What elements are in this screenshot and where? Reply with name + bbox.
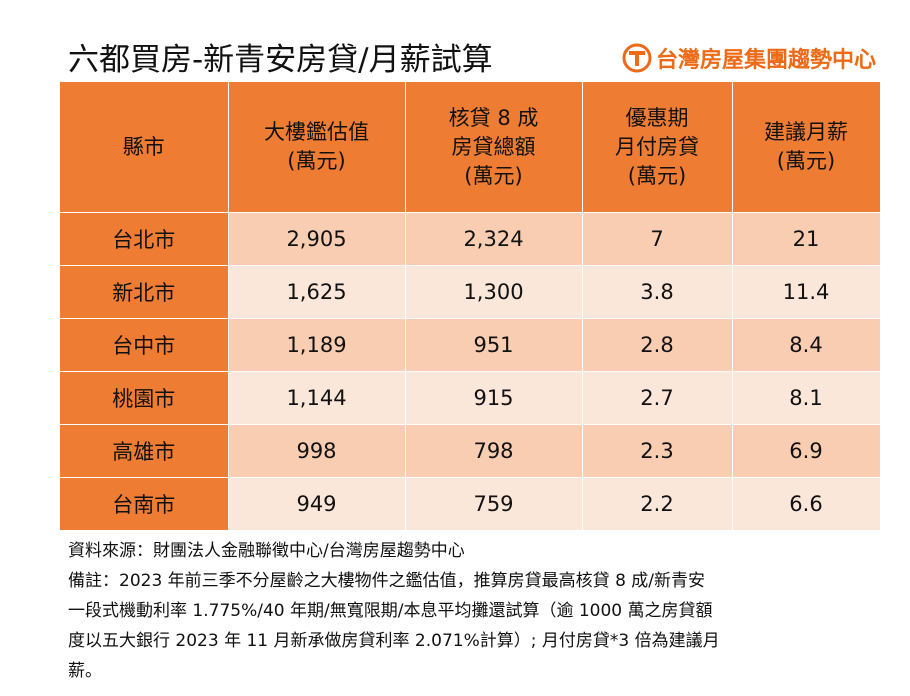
table-row: 台南市 949 759 2.2 6.6 (60, 477, 881, 531)
table-body: 台北市 2,905 2,324 7 21 新北市 1,625 1,300 3.8 11.4 台中市 1… (60, 212, 881, 531)
brand-name: 台灣房屋集團趨勢中心 (655, 48, 876, 73)
value-cell: 2.2 (582, 477, 733, 531)
column-header-line: 月付房貸 (615, 134, 699, 159)
table-header-row: 縣市 大樓鑑估值 (萬元) 核貸 8 成房貸總額 (萬元) 優惠期 月付房貸 (萬元) 建議月薪… (60, 82, 881, 213)
value-cell: 8.1 (732, 371, 881, 425)
table-row: 高雄市 998 798 2.3 6.9 (60, 424, 881, 478)
column-header-line: (萬元) (627, 163, 687, 188)
value-cell: 2.7 (582, 371, 733, 425)
value-cell: 6.9 (732, 424, 881, 478)
value-cell: 915 (405, 371, 583, 425)
value-cell: 21 (732, 212, 881, 266)
table-row: 新北市 1,625 1,300 3.8 11.4 (60, 265, 881, 319)
value-cell: 1,144 (228, 371, 406, 425)
value-cell: 11.4 (732, 265, 881, 319)
column-header-monthly-payment: 優惠期月付房貸 (萬元) (582, 82, 733, 213)
column-header-line: 優惠期 (625, 105, 689, 130)
table-row: 台中市 1,189 951 2.8 8.4 (60, 318, 881, 372)
column-header-line: 大樓鑑估值 (264, 120, 369, 144)
value-cell: 1,625 (228, 265, 406, 319)
remark-line: 度以五大銀行 2023 年 11 月新承做房貸利率 2.071%計算）; 月付房… (68, 631, 720, 651)
value-cell: 3.8 (582, 265, 733, 319)
remark-line: 薪。 (68, 661, 102, 681)
column-header-appraisal: 大樓鑑估值 (萬元) (228, 82, 406, 213)
value-cell: 998 (228, 424, 406, 478)
column-header-line: 縣市 (122, 134, 165, 159)
table-row: 台北市 2,905 2,324 7 21 (60, 212, 881, 266)
value-cell: 8.4 (732, 318, 881, 372)
value-cell: 951 (405, 318, 583, 372)
remark-line: 一段式機動利率 1.775%/40 年期/無寬限期/本息平均攤還試算（逾 100… (68, 601, 713, 621)
value-cell: 1,189 (228, 318, 406, 372)
city-cell: 台北市 (60, 212, 229, 266)
column-header-line: (萬元) (287, 149, 346, 173)
city-cell: 新北市 (60, 265, 229, 319)
taiwan-realty-logo-icon (622, 43, 652, 73)
value-cell: 759 (405, 477, 583, 531)
city-cell: 台南市 (60, 477, 229, 531)
value-cell: 949 (228, 477, 406, 531)
city-cell: 高雄市 (60, 424, 229, 478)
value-cell: 7 (582, 212, 733, 266)
value-cell: 2.3 (582, 424, 733, 478)
value-cell: 2,324 (405, 212, 583, 266)
column-header-line: 核貸 8 成 (448, 105, 539, 130)
city-cell: 台中市 (60, 318, 229, 372)
source-note: 資料來源：財團法人金融聯徵中心/台灣房屋趨勢中心 (68, 541, 465, 561)
table-row: 桃園市 1,144 915 2.7 8.1 (60, 371, 881, 425)
remark-line: 備註：2023 年前三季不分屋齡之大樓物件之鑑估值，推算房貸最高核貸 8 成/新… (68, 571, 706, 591)
column-header-loan-total: 核貸 8 成房貸總額 (萬元) (405, 82, 583, 213)
value-cell: 2.8 (582, 318, 733, 372)
city-cell: 桃園市 (60, 371, 229, 425)
brand: 台灣房屋集團趨勢中心 (622, 42, 876, 74)
value-cell: 6.6 (732, 477, 881, 531)
value-cell: 1,300 (405, 265, 583, 319)
mortgage-table: 縣市 大樓鑑估值 (萬元) 核貸 8 成房貸總額 (萬元) 優惠期 月付房貸 (萬元) 建議月薪… (60, 82, 881, 531)
header: 六都買房-新青安房貸/月薪試算 台灣房屋集團趨勢中心 (62, 30, 880, 80)
column-header-line: 房貸總額 (451, 134, 536, 159)
column-header-line: 建議月薪 (764, 120, 848, 144)
column-header-line: (萬元) (464, 163, 523, 188)
value-cell: 2,905 (228, 212, 406, 266)
column-header-suggested-salary: 建議月薪 (萬元) (732, 82, 881, 213)
column-header-line: (萬元) (776, 149, 836, 173)
page-title: 六都買房-新青安房貸/月薪試算 (68, 42, 493, 78)
value-cell: 798 (405, 424, 583, 478)
column-header-city: 縣市 (60, 82, 229, 213)
notes: 資料來源：財團法人金融聯徵中心/台灣房屋趨勢中心 備註：2023 年前三季不分屋… (68, 536, 883, 686)
